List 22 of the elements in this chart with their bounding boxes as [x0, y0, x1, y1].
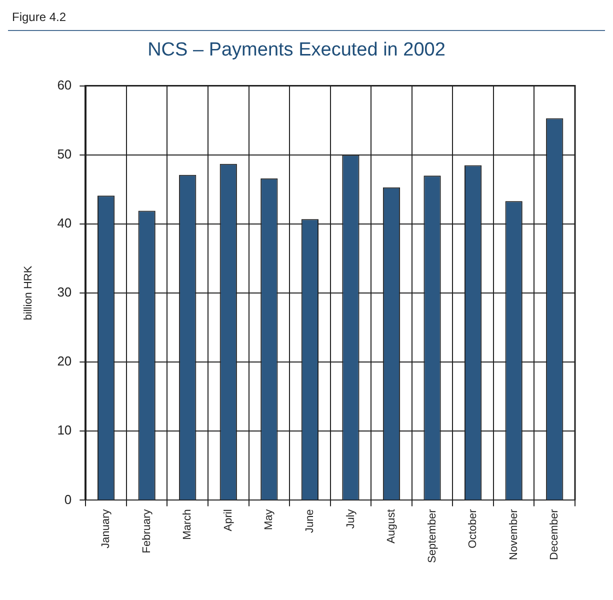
x-tick-label: May [263, 508, 276, 530]
y-tick-label: 50 [57, 146, 72, 162]
x-tick-label: October [467, 508, 480, 548]
y-tick-label: 10 [57, 422, 72, 438]
x-tick-label: February [140, 508, 153, 554]
x-tick-label: January [100, 508, 112, 548]
y-tick-label: 0 [64, 492, 72, 507]
x-tick-label: July [344, 508, 357, 529]
x-tick-label: December [548, 508, 561, 560]
y-axis-title: billion HRK [22, 265, 35, 320]
x-tick-label: September [426, 508, 438, 564]
y-tick-label: 20 [57, 354, 72, 369]
y-tick-label: 40 [57, 216, 72, 231]
caption: Figure 4.2 [12, 10, 66, 24]
x-tick-label: March [182, 509, 194, 540]
chart-title: NCS – Payments Executed in 2002 [148, 40, 446, 61]
x-tick-label: August [386, 509, 398, 544]
x-tick-label: November [508, 508, 520, 560]
x-tick-label: April [222, 509, 234, 532]
y-tick-label: 60 [57, 77, 72, 92]
x-tick-label: June [304, 509, 316, 534]
y-tick-label: 30 [57, 284, 72, 300]
